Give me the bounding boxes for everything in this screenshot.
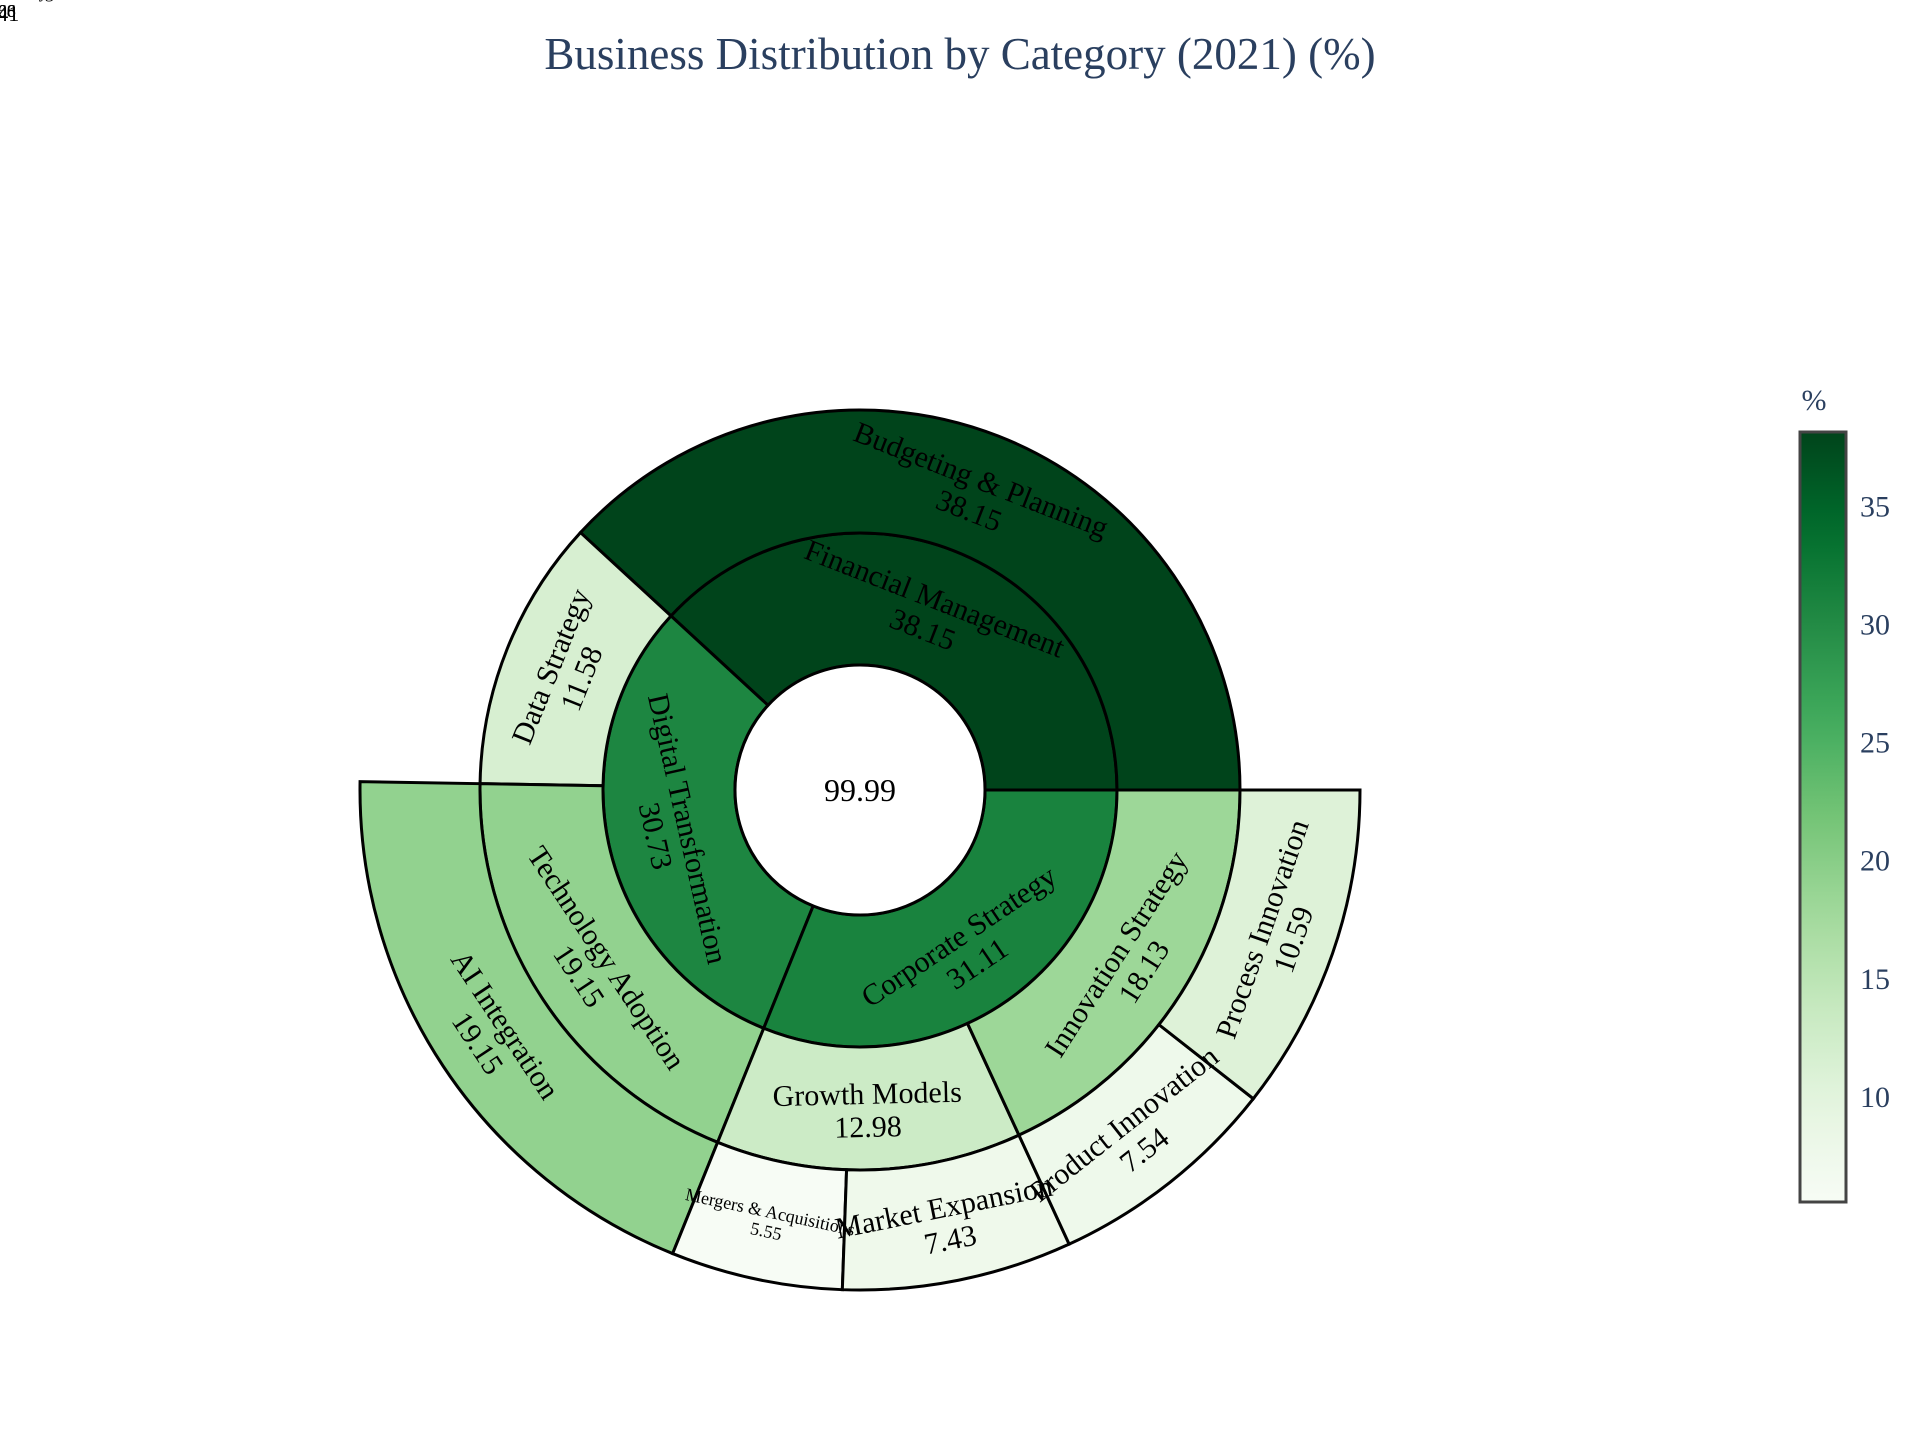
- colorbar-gradient: [1798, 430, 1848, 1204]
- slice-value-ai-powered-insights: 5.68: [0, 1, 16, 21]
- slice-budgeting-and-planning[interactable]: [578, 408, 1242, 792]
- slice-process-innovation[interactable]: [1156, 788, 1362, 1101]
- slice-value-chatbots: 7.41: [0, 1, 19, 26]
- slice-name-chatbots: Chatbots: [0, 0, 39, 2]
- sunburst-root[interactable]: 99.99: [733, 663, 987, 917]
- colorbar-tick-15: 15: [1860, 963, 1890, 996]
- label-chatbots: Chatbots7.41: [0, 0, 39, 26]
- slice-name-growth-models: Growth Models: [772, 1076, 962, 1113]
- colorbar-tick-20: 20: [1860, 845, 1890, 878]
- label-predictive-analytics: Predictive Analytics6.06: [0, 0, 73, 21]
- slice-value-growth-models: 12.98: [834, 1110, 902, 1145]
- chart-title: Business Distribution by Category (2021)…: [544, 29, 1376, 79]
- colorbar-tick-10: 10: [1860, 1081, 1890, 1114]
- colorbar-tick-30: 30: [1860, 609, 1890, 642]
- colorbar-tick-35: 35: [1860, 490, 1890, 523]
- slice-name-ai-powered-insights: AI-Powered Insights: [0, 0, 75, 1]
- colorbar: % 10 15 20 25 30 35: [1798, 384, 1890, 1204]
- colorbar-tick-25: 25: [1860, 727, 1890, 760]
- colorbar-title: %: [1802, 384, 1827, 417]
- root-slice[interactable]: [733, 663, 987, 917]
- root-value-label: 99.99: [824, 772, 896, 808]
- label-ai-powered-insights: AI-Powered Insights5.68: [0, 0, 75, 21]
- slice-value-predictive-analytics: 6.06: [0, 1, 16, 21]
- segments: [360, 408, 1362, 1292]
- slice-name-predictive-analytics: Predictive Analytics: [0, 0, 73, 1]
